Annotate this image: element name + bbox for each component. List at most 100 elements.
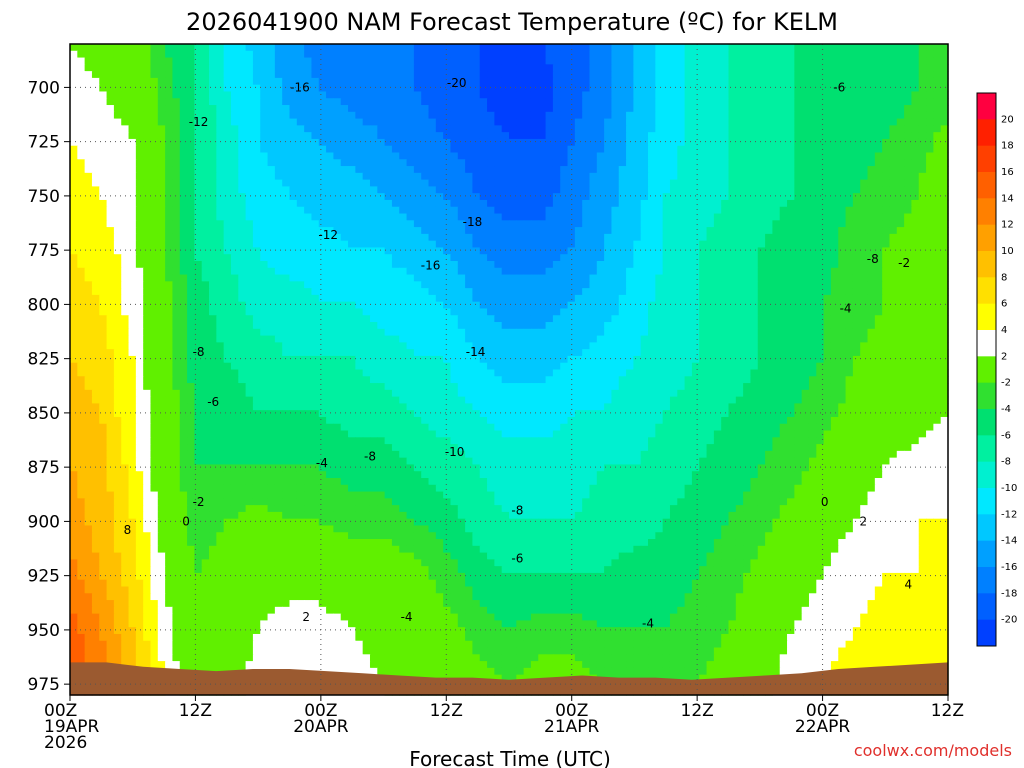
temperature-cell <box>933 64 942 72</box>
temperature-cell <box>808 206 817 215</box>
temperature-cell <box>340 301 349 310</box>
temperature-cell <box>545 105 554 113</box>
temperature-cell <box>713 105 722 113</box>
temperature-cell <box>845 132 854 140</box>
temperature-cell <box>940 84 949 93</box>
temperature-cell <box>552 308 561 316</box>
temperature-cell <box>128 166 137 174</box>
temperature-cell <box>926 132 934 140</box>
temperature-cell <box>391 71 400 79</box>
temperature-cell <box>340 91 349 99</box>
temperature-cell <box>677 274 686 282</box>
temperature-cell <box>194 261 203 269</box>
temperature-cell <box>106 84 115 93</box>
temperature-cell <box>545 50 554 59</box>
temperature-cell <box>545 91 554 99</box>
temperature-cell <box>406 166 415 174</box>
temperature-cell <box>743 172 752 181</box>
temperature-cell <box>340 233 349 242</box>
temperature-cell <box>530 227 539 235</box>
temperature-cell <box>443 152 452 160</box>
temperature-cell <box>457 132 466 140</box>
temperature-cell <box>150 145 159 154</box>
temperature-cell <box>735 261 744 269</box>
temperature-cell <box>574 301 583 310</box>
temperature-cell <box>626 71 634 79</box>
temperature-cell <box>618 50 627 59</box>
temperature-cell <box>684 64 693 72</box>
temperature-cell <box>669 77 678 86</box>
temperature-cell <box>494 213 503 221</box>
temperature-cell <box>355 233 364 242</box>
temperature-cell <box>772 199 781 208</box>
temperature-cell <box>326 71 334 79</box>
temperature-cell <box>209 44 217 52</box>
temperature-cell <box>128 125 137 133</box>
temperature-cell <box>669 91 678 99</box>
temperature-cell <box>765 84 773 93</box>
temperature-cell <box>779 98 788 106</box>
temperature-cell <box>70 199 78 208</box>
temperature-cell <box>209 281 217 289</box>
temperature-cell <box>333 44 342 52</box>
temperature-cell <box>421 77 430 86</box>
temperature-cell <box>223 315 232 323</box>
temperature-cell <box>194 254 203 262</box>
temperature-cell <box>355 50 364 59</box>
temperature-cell <box>787 315 795 323</box>
temperature-cell <box>596 247 605 255</box>
temperature-cell <box>296 105 305 113</box>
temperature-cell <box>874 98 883 106</box>
temperature-cell <box>201 274 210 282</box>
temperature-cell <box>143 105 152 113</box>
temperature-cell <box>77 281 86 289</box>
temperature-cell <box>348 240 356 249</box>
temperature-cell <box>348 57 356 65</box>
temperature-cell <box>735 240 744 249</box>
temperature-cell <box>238 132 247 140</box>
temperature-cell <box>611 98 620 106</box>
temperature-cell <box>318 50 327 59</box>
temperature-cell <box>201 91 210 99</box>
temperature-cell <box>289 254 298 262</box>
temperature-cell <box>377 301 386 310</box>
temperature-cell <box>911 166 920 174</box>
temperature-cell <box>501 71 510 79</box>
temperature-cell <box>618 227 627 235</box>
temperature-cell <box>487 125 495 133</box>
temperature-cell <box>121 315 130 323</box>
temperature-cell <box>926 294 934 303</box>
temperature-cell <box>743 111 752 120</box>
temperature-cell <box>779 281 788 289</box>
temperature-cell <box>772 152 781 160</box>
temperature-cell <box>757 288 766 296</box>
temperature-cell <box>333 105 342 113</box>
temperature-cell <box>589 44 598 52</box>
temperature-cell <box>443 71 452 79</box>
temperature-cell <box>530 145 539 154</box>
temperature-cell <box>157 111 166 120</box>
temperature-cell <box>413 105 422 113</box>
temperature-cell <box>889 172 898 181</box>
temperature-cell <box>801 71 810 79</box>
temperature-cell <box>194 199 203 208</box>
temperature-cell <box>604 138 613 147</box>
temperature-cell <box>874 50 883 59</box>
temperature-cell <box>867 98 876 106</box>
temperature-cell <box>413 261 422 269</box>
temperature-cell <box>596 315 605 323</box>
temperature-cell <box>816 118 825 126</box>
temperature-cell <box>267 145 276 154</box>
temperature-cell <box>165 71 174 79</box>
temperature-cell <box>538 118 547 126</box>
temperature-cell <box>165 274 174 282</box>
temperature-cell <box>830 44 839 52</box>
temperature-cell <box>384 186 393 194</box>
temperature-cell <box>691 301 700 310</box>
temperature-cell <box>830 240 839 249</box>
temperature-cell <box>223 50 232 59</box>
temperature-cell <box>311 294 320 303</box>
temperature-cell <box>860 98 869 106</box>
temperature-cell <box>91 213 100 221</box>
temperature-cell <box>582 105 591 113</box>
